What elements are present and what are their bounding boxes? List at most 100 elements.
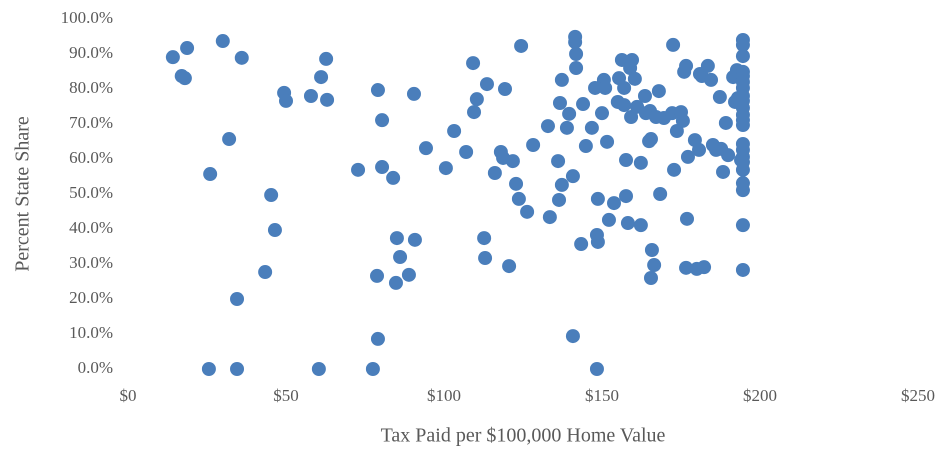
y-tick-label: 30.0% [69,253,113,272]
scatter-point [279,93,293,108]
scatter-point [222,132,237,147]
scatter-point [712,90,727,105]
scatter-point [180,41,195,56]
y-tick-label: 70.0% [69,113,113,132]
scatter-point [314,70,329,85]
scatter-point [520,204,535,219]
scatter-point [625,52,640,67]
scatter-point [584,120,599,135]
scatter-point [620,216,635,231]
scatter-point [735,37,750,52]
scatter-point [552,192,567,207]
scatter-point [666,37,681,52]
scatter-point [617,98,632,113]
scatter-point [735,262,750,277]
scatter-point [540,119,555,134]
scatter-point [624,110,639,124]
scatter-point [700,58,715,73]
x-tick-label: $250 [901,386,935,405]
scatter-point [511,191,526,206]
scatter-point [177,71,192,86]
scatter-point [680,149,695,164]
scatter-point [576,97,591,112]
scatter-point [617,80,632,95]
scatter-point [479,77,494,92]
x-axis-title: Tax Paid per $100,000 Home Value [381,425,666,447]
x-tick-label: $200 [743,386,777,405]
y-tick-label: 50.0% [69,183,113,202]
scatter-point [554,177,569,192]
scatter-point [351,162,366,177]
scatter-point [165,50,180,65]
scatter-point [735,49,750,64]
scatter-point [386,170,401,185]
scatter-point [215,34,230,49]
scatter-point [487,166,502,180]
scatter-point [669,124,684,138]
scatter-point [619,189,634,204]
y-tick-label: 90.0% [69,43,113,62]
scatter-point [679,58,694,73]
scatter-point [627,71,642,86]
scatter-point [505,154,520,169]
scatter-point [230,362,245,376]
scatter-point [459,145,474,159]
scatter-point [551,154,566,169]
scatter-point [497,82,512,96]
scatter-point [562,106,577,121]
scatter-point [590,234,605,249]
scatter-point [407,232,422,247]
x-tick-label: $50 [273,386,299,405]
x-tick-label: $150 [585,386,619,405]
scatter-point [735,183,750,198]
scatter-point [375,113,390,128]
scatter-point [578,139,593,154]
scatter-point [526,138,541,152]
scatter-point [502,259,517,274]
scatter-point [619,153,634,168]
y-axis-title: Percent State Share [12,116,34,272]
scatter-point [267,223,282,238]
scatter-point [552,96,567,110]
scatter-point [680,211,695,226]
scatter-point [595,106,609,121]
scatter-point [365,362,380,376]
scatter-point [569,47,584,61]
scatter-point [554,72,569,87]
scatter-point [600,134,615,149]
scatter-point [601,212,616,227]
scatter-point [258,265,273,280]
scatter-point [568,29,583,44]
scatter-point [467,105,482,120]
scatter-point [438,161,453,176]
scatter-point [588,80,603,95]
y-tick-label: 80.0% [69,78,113,97]
scatter-point [393,250,408,264]
scatter-point [574,237,589,252]
scatter-point [565,329,580,344]
y-tick-label: 60.0% [69,148,113,167]
scatter-point [447,124,462,138]
scatter-point [667,162,682,177]
scatter-point [418,141,433,156]
scatter-point [514,38,529,53]
scatter-point [375,160,390,175]
scatter-point [721,148,736,163]
scatter-point [704,72,719,87]
scatter-point [633,218,648,233]
scatter-point [370,331,385,346]
x-tick-label: $100 [427,386,461,405]
scatter-point [478,251,493,266]
y-tick-label: 40.0% [69,218,113,237]
scatter-point [692,142,707,157]
scatter-point [651,84,666,99]
scatter-point [389,231,404,246]
y-tick-label: 0.0% [78,358,113,377]
scatter-point [477,231,492,246]
scatter-point [264,188,279,203]
scatter-point [406,86,421,101]
scatter-point [466,56,481,71]
x-tick-label: $0 [120,386,137,405]
scatter-point [559,120,574,135]
